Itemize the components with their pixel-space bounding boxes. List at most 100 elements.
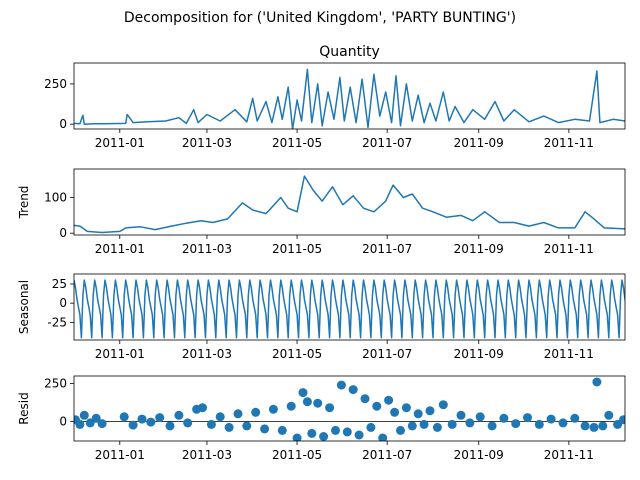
resid-point <box>307 428 317 438</box>
panel-1: Quantity 0 250 2011-01 2011-03 2011-05 2011-07… <box>44 44 626 150</box>
resid-point <box>432 422 442 432</box>
resid-point <box>384 395 394 405</box>
panel-title: Quantity <box>319 44 380 60</box>
resid-point <box>251 407 261 417</box>
y-tick-label: 0 <box>59 117 67 131</box>
resid-point <box>146 417 156 427</box>
x-tick-label: 2011-07 <box>362 347 412 361</box>
x-tick-label: 2011-03 <box>182 242 232 256</box>
resid-point <box>604 410 614 420</box>
series-line <box>74 175 625 234</box>
resid-point <box>366 422 376 432</box>
resid-point <box>336 380 346 390</box>
resid-point <box>511 419 521 429</box>
resid-point <box>390 407 400 417</box>
resid-point <box>79 410 89 420</box>
panel-4: Resid 0 250 2011-01 2011-03 2011-05 2011-07 201… <box>17 375 626 462</box>
resid-point <box>302 397 312 407</box>
x-tick-label: 2011-05 <box>272 136 322 150</box>
x-tick-label: 2011-03 <box>182 136 232 150</box>
resid-point <box>268 404 278 414</box>
x-tick-label: 2011-01 <box>95 347 145 361</box>
x-tick-label: 2011-05 <box>272 347 322 361</box>
series-marks <box>74 377 625 441</box>
x-tick-label: 2011-11 <box>544 347 594 361</box>
x-tick-label: 2011-07 <box>362 242 412 256</box>
resid-point <box>580 421 590 431</box>
resid-point <box>378 433 388 441</box>
resid-point <box>286 401 296 411</box>
resid-point <box>438 400 448 410</box>
y-tick-label: 0 <box>59 414 67 428</box>
resid-point <box>570 413 580 423</box>
x-tick-label: 2011-03 <box>182 448 232 462</box>
resid-point <box>224 422 234 432</box>
x-tick-label: 2011-07 <box>362 448 412 462</box>
x-tick-label: 2011-07 <box>362 136 412 150</box>
resid-point <box>277 425 287 435</box>
resid-point <box>260 424 270 434</box>
y-tick-label: 250 <box>44 77 67 91</box>
y-tick-label: 250 <box>44 377 67 391</box>
y-axis-label: Trend <box>17 186 31 220</box>
y-tick-label: 25 <box>52 277 67 291</box>
resid-point <box>592 377 602 387</box>
resid-point <box>546 414 556 424</box>
x-tick-label: 2011-03 <box>182 347 232 361</box>
resid-point <box>558 418 568 428</box>
x-tick-label: 2011-05 <box>272 242 322 256</box>
resid-point <box>348 385 358 395</box>
resid-point <box>413 409 423 419</box>
resid-point <box>331 425 340 435</box>
y-axis-label: Seasonal <box>17 280 31 334</box>
axes-frame <box>73 168 626 236</box>
resid-point <box>396 425 405 435</box>
resid-point <box>97 419 107 429</box>
resid-point <box>215 412 225 422</box>
resid-point <box>447 419 457 429</box>
resid-point <box>119 412 129 422</box>
panel-3: Seasonal -25 0 25 2011-01 2011-03 2011-05 2011-… <box>17 273 626 361</box>
resid-point <box>407 421 417 431</box>
resid-point <box>183 418 193 428</box>
resid-point <box>598 421 608 431</box>
x-tick-label: 2011-09 <box>454 347 504 361</box>
resid-point <box>499 413 509 423</box>
resid-point <box>137 414 147 424</box>
resid-point <box>360 394 370 404</box>
resid-point <box>372 401 382 411</box>
x-tick-label: 2011-09 <box>454 136 504 150</box>
resid-point <box>75 419 85 429</box>
x-tick-label: 2011-01 <box>95 448 145 462</box>
resid-point <box>206 419 216 429</box>
resid-point <box>354 430 364 440</box>
resid-point <box>401 403 411 413</box>
y-tick-label: 0 <box>59 226 67 240</box>
resid-point <box>155 413 165 423</box>
resid-point <box>174 410 184 420</box>
resid-point <box>91 413 101 423</box>
y-axis-label: Resid <box>17 392 31 424</box>
resid-point <box>233 409 243 419</box>
resid-point <box>589 422 599 432</box>
resid-point <box>523 413 532 423</box>
resid-point <box>534 419 544 429</box>
figure-title: Decomposition for ('United Kingdom', 'PA… <box>124 10 516 26</box>
resid-point <box>242 421 252 431</box>
resid-point <box>292 433 302 441</box>
resid-point <box>425 406 435 416</box>
resid-point <box>128 420 138 430</box>
axes-frame <box>73 62 626 130</box>
series-marks <box>74 68 625 129</box>
y-tick-label: -25 <box>47 315 67 329</box>
x-tick-label: 2011-05 <box>272 448 322 462</box>
resid-point <box>487 421 497 431</box>
series-line <box>74 68 625 129</box>
x-tick-label: 2011-11 <box>544 242 594 256</box>
resid-point <box>465 418 475 428</box>
x-tick-label: 2011-01 <box>95 242 145 256</box>
resid-point <box>313 398 323 408</box>
axes-frame <box>73 273 626 341</box>
